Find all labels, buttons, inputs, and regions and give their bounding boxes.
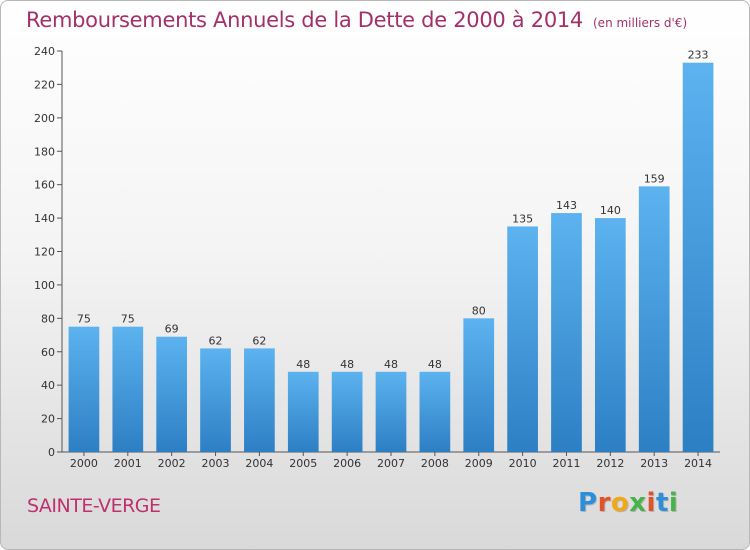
y-tick-label: 80: [41, 312, 55, 325]
y-tick-label: 160: [34, 179, 55, 192]
logo-letter: r: [597, 488, 611, 518]
data-label-2007: 48: [384, 358, 398, 371]
bar-2007: [375, 371, 407, 452]
data-label-2009: 80: [472, 304, 486, 317]
x-tick-label-2010: 2010: [509, 457, 537, 470]
bar-2012: [594, 218, 626, 452]
x-tick-label-2009: 2009: [465, 457, 493, 470]
y-tick-label: 220: [34, 78, 55, 91]
bar-2013: [638, 186, 670, 452]
data-label-2012: 140: [600, 204, 621, 217]
chart-title-text: Remboursements Annuels de la Dette de 20…: [26, 8, 583, 32]
x-tick-label-2014: 2014: [684, 457, 712, 470]
bar-2009: [463, 318, 495, 452]
x-tick-label-2012: 2012: [596, 457, 624, 470]
y-tick-label: 20: [41, 413, 55, 426]
x-tick-label-2001: 2001: [114, 457, 142, 470]
bar-2008: [419, 371, 451, 452]
bar-2001: [112, 326, 144, 452]
x-tick-label-2004: 2004: [245, 457, 273, 470]
data-label-2000: 75: [77, 313, 91, 326]
bar-2003: [200, 348, 231, 452]
logo-letter: o: [610, 488, 630, 518]
y-tick-label: 100: [34, 279, 55, 292]
x-tick-label-2000: 2000: [70, 457, 98, 470]
x-tick-label-2008: 2008: [421, 457, 449, 470]
bar-2004: [244, 348, 275, 452]
logo-letter: i: [646, 488, 656, 518]
logo-letter: i: [668, 488, 679, 518]
x-tick-label-2013: 2013: [640, 457, 668, 470]
x-tick-label-2011: 2011: [552, 457, 580, 470]
bar-2006: [331, 371, 363, 452]
x-tick-label-2006: 2006: [333, 457, 361, 470]
x-tick-label-2007: 2007: [377, 457, 405, 470]
bar-2005: [287, 371, 319, 452]
data-label-2013: 159: [644, 172, 665, 185]
x-tick-label-2005: 2005: [289, 457, 317, 470]
proxiti-logo: Proxiti: [578, 488, 678, 518]
chart-title: Remboursements Annuels de la Dette de 20…: [26, 8, 687, 32]
y-tick-label: 0: [48, 446, 55, 459]
y-tick-label: 200: [34, 112, 55, 125]
commune-name: SAINTE-VERGE: [27, 495, 161, 517]
data-label-2010: 135: [512, 212, 533, 225]
bar-2014: [682, 62, 714, 453]
bar-2000: [68, 326, 100, 452]
logo-letter: t: [655, 488, 669, 518]
chart-subtitle: (en milliers d'€): [593, 16, 688, 30]
logo-letter: x: [629, 488, 647, 518]
y-tick-label: 180: [34, 145, 55, 158]
y-tick-label: 40: [41, 379, 55, 392]
data-label-2005: 48: [296, 358, 310, 371]
data-label-2008: 48: [428, 358, 442, 371]
y-tick-label: 240: [34, 45, 55, 58]
y-tick-label: 120: [34, 246, 55, 259]
data-label-2014: 233: [688, 49, 709, 62]
data-label-2006: 48: [340, 358, 354, 371]
y-tick-label: 140: [34, 212, 55, 225]
bar-2011: [551, 213, 582, 452]
x-tick-label-2002: 2002: [158, 457, 186, 470]
data-label-2003: 62: [209, 334, 223, 347]
logo-letter: P: [578, 488, 598, 518]
bar-2010: [507, 226, 538, 452]
data-label-2011: 143: [556, 199, 577, 212]
data-label-2004: 62: [252, 334, 266, 347]
data-label-2001: 75: [121, 313, 135, 326]
x-tick-label-2003: 2003: [202, 457, 230, 470]
y-tick-label: 60: [41, 346, 55, 359]
bar-2002: [156, 336, 188, 452]
data-label-2002: 69: [165, 323, 179, 336]
